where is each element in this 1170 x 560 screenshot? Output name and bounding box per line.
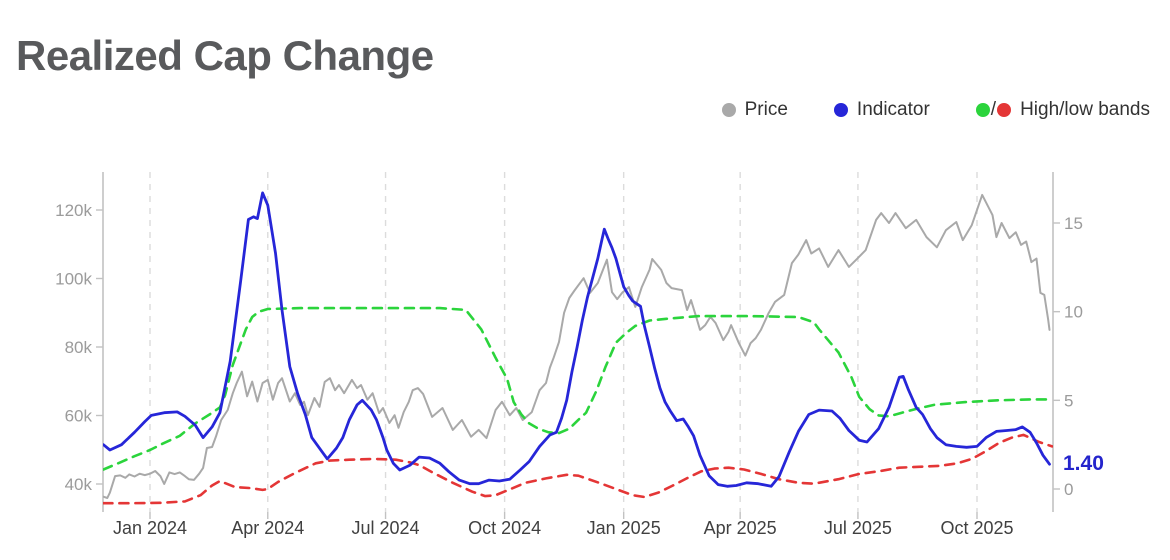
svg-text:40k: 40k: [65, 475, 93, 494]
price-dot-icon: [721, 103, 736, 117]
svg-text:Apr 2025: Apr 2025: [704, 518, 777, 538]
legend-item-price[interactable]: Price: [721, 99, 788, 121]
low-band-dot-icon: [997, 103, 1012, 117]
svg-text:0: 0: [1064, 480, 1073, 499]
svg-text:Jan 2025: Jan 2025: [587, 518, 661, 538]
series-indicator: [103, 191, 1051, 488]
svg-text:Oct 2025: Oct 2025: [940, 518, 1013, 538]
svg-text:80k: 80k: [65, 338, 93, 357]
page-title: Realized Cap Change: [16, 32, 434, 80]
legend-separator: /: [990, 99, 997, 120]
series-high-band: [103, 306, 1053, 471]
legend-item-bands[interactable]: / High/low bands: [975, 99, 1150, 121]
legend-indicator-label: Indicator: [856, 99, 930, 120]
svg-text:15: 15: [1064, 214, 1083, 233]
indicator-dot-icon: [833, 103, 848, 117]
svg-text:5: 5: [1064, 391, 1073, 410]
svg-text:Oct 2024: Oct 2024: [468, 518, 541, 538]
svg-text:Jul 2024: Jul 2024: [352, 518, 420, 538]
svg-text:100k: 100k: [55, 270, 92, 289]
legend-bands-label: High/low bands: [1020, 99, 1150, 120]
series-low-band: [103, 433, 1053, 505]
svg-text:120k: 120k: [55, 201, 92, 220]
x-gridlines: [149, 172, 978, 519]
chart-legend: Price Indicator / High/low bands: [721, 99, 1150, 121]
axes: 40k 60k 80k 100k 120k 0 5 10 15: [55, 172, 1083, 512]
svg-text:Apr 2024: Apr 2024: [231, 518, 304, 538]
x-axis-labels: Jan 2024 Apr 2024 Jul 2024 Oct 2024 Jan 2025…: [113, 518, 1014, 538]
series-price: [103, 193, 1051, 499]
svg-text:Jul 2025: Jul 2025: [824, 518, 892, 538]
indicator-current-value-label: 1.40: [1063, 452, 1104, 475]
svg-text:Jan 2024: Jan 2024: [113, 518, 187, 538]
series-lines: [103, 191, 1053, 505]
svg-text:10: 10: [1064, 303, 1083, 322]
high-band-dot-icon: [975, 103, 990, 117]
legend-item-indicator[interactable]: Indicator: [833, 99, 930, 121]
legend-price-label: Price: [744, 99, 788, 120]
svg-text:60k: 60k: [65, 407, 93, 426]
